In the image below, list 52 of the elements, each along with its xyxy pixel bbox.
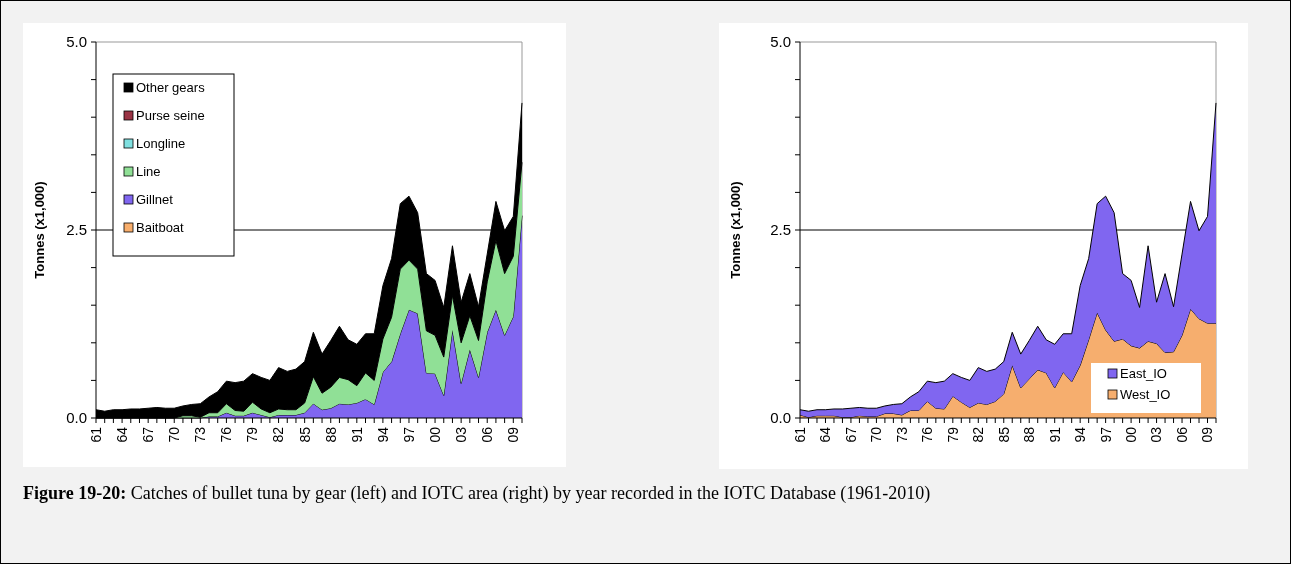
x-tick-label: 85 [296,426,313,443]
legend-label: Purse seine [136,108,205,123]
x-tick-label: 64 [113,426,130,443]
legend-label: Longline [136,136,186,151]
x-tick-label: 70 [868,426,885,443]
legend-label: Baitboat [136,220,185,235]
y-axis-title: Tonnes (x1,000) [727,181,743,279]
x-tick-label: 91 [1046,426,1063,443]
legend-label: Other gears [136,80,206,95]
x-tick-label: 76 [218,426,235,443]
x-tick-label: 03 [1148,426,1165,443]
x-tick-label: 06 [479,426,496,443]
y-tick-label: 5.0 [66,33,87,51]
legend-label: East_IO [1120,366,1167,381]
legend-label: Gillnet [136,192,174,207]
x-tick-label: 91 [348,426,365,443]
x-tick-label: 97 [1097,426,1114,443]
x-tick-label: 67 [140,426,157,443]
x-tick-label: 67 [842,426,859,443]
x-tick-label: 97 [400,426,417,443]
y-tick-label: 2.5 [770,221,791,239]
x-tick-label: 76 [919,426,936,443]
x-tick-label: 88 [1021,426,1038,443]
x-tick-label: 79 [244,426,261,443]
legend-label: Line [136,164,161,179]
x-tick-label: 82 [270,426,287,443]
y-tick-label: 5.0 [770,33,791,51]
x-tick-label: 61 [791,426,808,443]
x-tick-label: 73 [192,426,209,443]
x-tick-label: 79 [944,426,961,443]
y-tick-label: 0.0 [770,409,791,427]
x-tick-label: 06 [1173,426,1190,443]
x-tick-label: 09 [1199,426,1216,443]
text: Catches of bullet tuna by gear (left) and IOTC area (right) by year recorded in the IOTC Database (1961-2010) [129,483,931,503]
x-tick-label: 64 [817,426,834,443]
y-tick-label: 2.5 [66,221,87,239]
legend-label: West_IO [1120,387,1171,402]
x-tick-label: 94 [374,426,391,443]
x-tick-label: 03 [453,426,470,443]
x-tick-label: 00 [426,426,443,443]
y-tick-label: 0.0 [66,409,87,427]
x-tick-label: 85 [995,426,1012,443]
caption: Figure 19-20: [23,483,127,503]
x-tick-label: 94 [1072,426,1089,443]
x-tick-label: 00 [1123,426,1139,443]
y-axis-title: Tonnes (x1,000) [31,181,47,279]
x-tick-label: 82 [970,426,987,443]
x-tick-label: 70 [166,426,183,443]
x-tick-label: 88 [322,426,339,443]
x-tick-label: 09 [505,426,522,443]
x-tick-label: 61 [87,426,104,443]
x-tick-label: 73 [893,426,910,443]
